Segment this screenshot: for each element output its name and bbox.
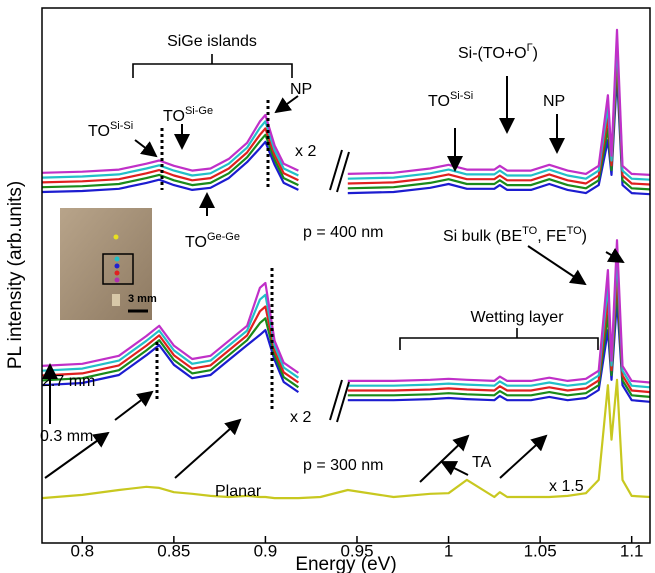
annotation-text: TO — [428, 93, 450, 110]
arrow — [114, 390, 154, 421]
annotation: p = 300 nm — [303, 457, 384, 474]
arrow — [134, 139, 158, 158]
annotation: Wetting layer — [470, 309, 564, 326]
x-tick-label: 0.9 — [254, 541, 278, 560]
annotation: SiGe islands — [167, 33, 257, 50]
arrow — [419, 434, 470, 483]
bracket — [132, 54, 293, 78]
annotation: NP — [543, 93, 565, 110]
annotation-text: 0.3 mm — [40, 428, 93, 445]
annotation-text: TO — [163, 108, 185, 125]
annotation-text: SiGe islands — [167, 33, 257, 50]
annotation-superscript: TO — [522, 225, 538, 237]
inset-frame — [102, 253, 134, 285]
annotation: 0.3 mm — [40, 428, 93, 445]
annotation-text: NP — [290, 81, 312, 98]
annotation-text: p = 300 nm — [303, 457, 384, 474]
annotation: TOGe-Ge — [185, 231, 240, 251]
spectrum-line — [41, 378, 651, 500]
annotation: TOSi-Ge — [163, 105, 213, 125]
inset-photo — [60, 208, 152, 320]
inset-dot — [114, 270, 120, 276]
arrow — [440, 461, 469, 476]
arrow — [274, 95, 299, 114]
inset-dot — [114, 263, 120, 269]
annotation: TA — [472, 454, 492, 471]
arrow — [499, 434, 548, 479]
annotation-text: p = 400 nm — [303, 224, 384, 241]
annotation-text: TO — [88, 123, 110, 140]
annotation-text: TA — [472, 454, 492, 471]
annotation-text: x 2 — [295, 143, 316, 160]
annotation-superscript: Si-Ge — [185, 105, 213, 117]
x-tick-label: 0.95 — [340, 541, 373, 560]
arrow — [44, 431, 110, 479]
decorations — [42, 54, 625, 483]
annotation: Si-(TO+OΓ) — [458, 42, 538, 62]
annotation-text: NP — [543, 93, 565, 110]
annotation-text: TO — [185, 234, 207, 251]
x-tick-label: 0.85 — [157, 541, 190, 560]
annotation-text: ) — [533, 45, 538, 62]
annotation-superscript: Γ — [527, 42, 533, 54]
x-tick-label: 1.05 — [524, 541, 557, 560]
inset-dot — [113, 234, 119, 240]
arrow — [174, 418, 242, 479]
annotation: x 2 — [290, 409, 311, 426]
annotation-text: Si bulk (BE — [443, 228, 522, 245]
annotation-text: 2.7 mm — [42, 373, 95, 390]
inset-dot — [114, 277, 120, 283]
annotation-text: x 1.5 — [549, 478, 584, 495]
annotation: p = 400 nm — [303, 224, 384, 241]
x-tick-label: 1.1 — [620, 541, 644, 560]
frame — [41, 7, 651, 544]
spectrum-line — [41, 239, 651, 384]
x-axis-label: Energy (eV) — [295, 554, 396, 573]
axis-break — [329, 149, 350, 423]
annotation-superscript: Si-Si — [110, 120, 133, 132]
annotation-text: x 2 — [290, 409, 311, 426]
x-tick-label: 0.8 — [70, 541, 94, 560]
annotation-text: Planar — [215, 483, 262, 500]
annotation: x 1.5 — [549, 478, 584, 495]
annotation-text: , FE — [537, 228, 566, 245]
annotation: x 2 — [295, 143, 316, 160]
x-tick-label: 1 — [444, 541, 453, 560]
bracket — [399, 328, 599, 350]
annotation: 3 mm — [128, 293, 157, 305]
annotation-text: ) — [582, 228, 587, 245]
annotation: 2.7 mm — [42, 373, 95, 390]
y-axis-label: PL intensity (arb.units) — [5, 181, 26, 369]
annotation-superscript: TO — [567, 225, 583, 237]
annotation: Si bulk (BETO, FETO) — [443, 225, 587, 245]
arrow — [527, 245, 587, 286]
annotation-superscript: Ge-Ge — [207, 231, 240, 243]
inset-dot — [114, 256, 120, 262]
annotation: Planar — [215, 483, 262, 500]
annotation: NP — [290, 81, 312, 98]
annotation-superscript: Si-Si — [450, 90, 473, 102]
annotation-text: Wetting layer — [470, 309, 564, 326]
arrow — [605, 248, 625, 264]
inset-feature — [112, 294, 120, 306]
annotation-text: Si-(TO+O — [458, 45, 527, 62]
plot-area — [41, 28, 651, 500]
annotation-text: 3 mm — [128, 293, 157, 305]
annotation: TOSi-Si — [88, 120, 133, 140]
annotation: TOSi-Si — [428, 90, 473, 110]
